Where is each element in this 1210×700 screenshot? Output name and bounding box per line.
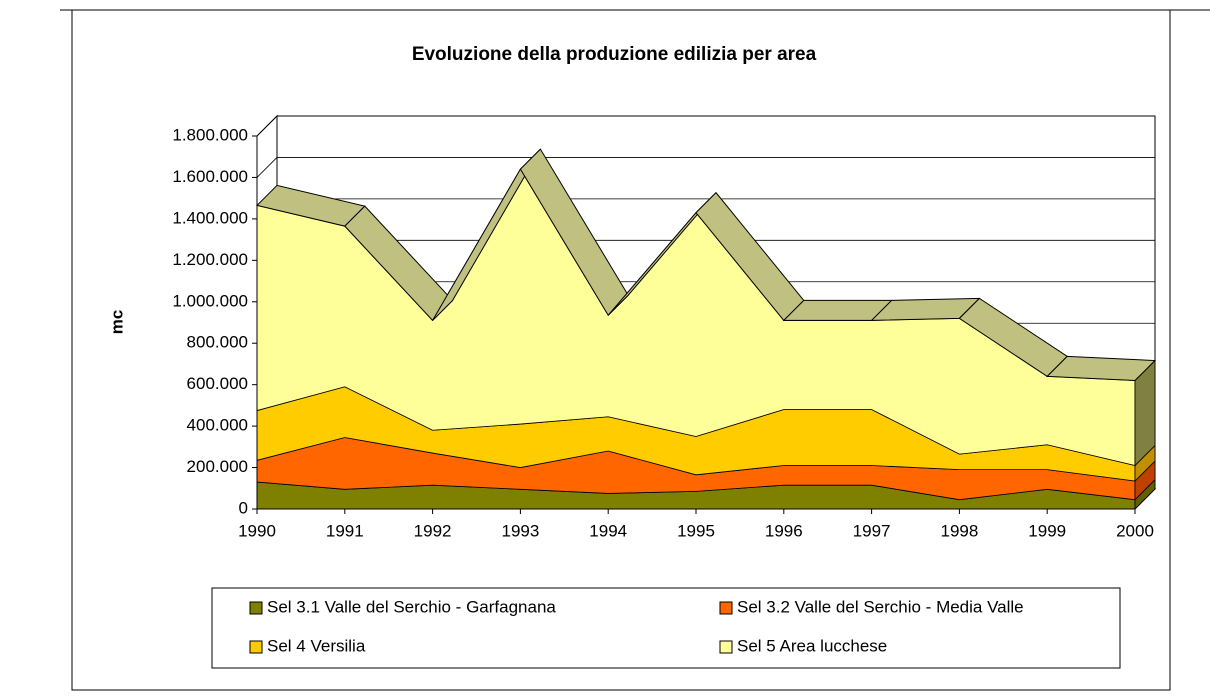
legend-label: Sel 3.1 Valle del Serchio - Garfagnana [267,597,556,616]
chart-title: Evoluzione della produzione edilizia per… [412,44,817,65]
y-tick-label: 1.200.000 [172,250,248,269]
y-tick-label: 1.800.000 [172,125,248,144]
legend-label: Sel 5 Area lucchese [737,636,887,655]
x-tick-label: 1993 [501,521,539,540]
legend-swatch [249,640,263,654]
x-tick-label: 1996 [765,521,803,540]
y-axis-label: mc [107,310,126,335]
x-tick-label: 2000 [1116,521,1154,540]
legend [211,587,1121,669]
y-tick-label: 1.600.000 [172,167,248,186]
legend-label: Sel 4 Versilia [267,636,366,655]
x-tick-label: 1990 [238,521,276,540]
x-tick-label: 1998 [940,521,978,540]
x-tick-label: 1995 [677,521,715,540]
y-tick-label: 400.000 [187,416,248,435]
x-tick-label: 1999 [1028,521,1066,540]
y-tick-label: 600.000 [187,374,248,393]
legend-label: Sel 3.2 Valle del Serchio - Media Valle [737,597,1024,616]
legend-swatch [719,640,733,654]
y-tick-label: 1.000.000 [172,291,248,310]
legend-swatch [719,601,733,615]
area-ridge [1046,355,1157,382]
y-tick-label: 200.000 [187,457,248,476]
y-tick-label: 800.000 [187,333,248,352]
y-tick-label: 0 [239,498,248,517]
x-tick-label: 1992 [414,521,452,540]
x-tick-label: 1994 [589,521,627,540]
grid-line [256,157,1155,178]
x-tick-label: 1997 [853,521,891,540]
x-tick-label: 1991 [326,521,364,540]
y-tick-label: 1.400.000 [172,208,248,227]
grid-line [256,115,1155,137]
legend-swatch [249,601,263,615]
